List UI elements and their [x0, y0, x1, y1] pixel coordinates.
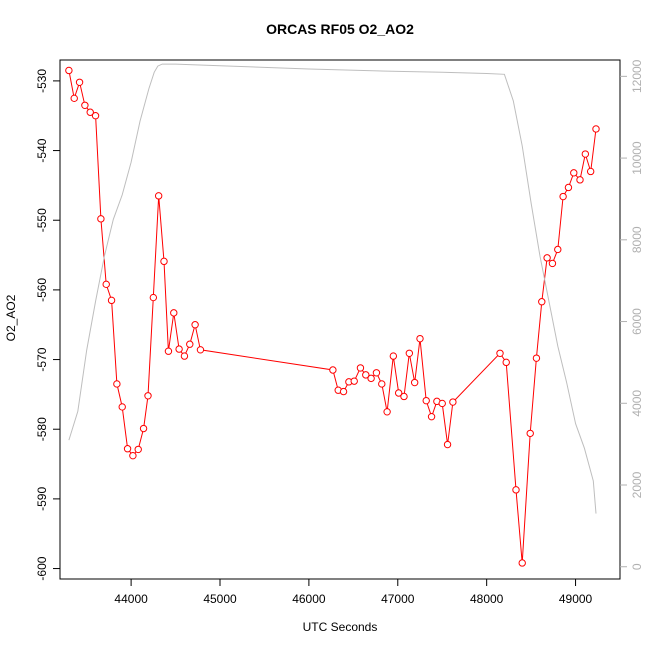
x-axis-label: UTC Seconds [303, 620, 378, 634]
o2-data-point [350, 377, 358, 385]
o2-data-point [422, 396, 430, 405]
o2-data-point [410, 378, 419, 387]
o2-data-point [97, 215, 105, 223]
x-tick-label: 49000 [559, 592, 593, 606]
o2-data-point [564, 183, 573, 192]
y2-tick-label: 4000 [630, 390, 644, 417]
o2-data-point [592, 125, 600, 133]
y-tick-label: -530 [35, 69, 49, 93]
o2-data-point [532, 354, 541, 362]
o2-data-point [113, 380, 121, 388]
o2-data-point [91, 112, 100, 120]
o2-data-point [129, 451, 137, 460]
y2-tick-label: 6000 [630, 308, 644, 335]
series-layer [65, 63, 600, 567]
o2-data-point [512, 486, 520, 494]
y-tick-label: -550 [35, 208, 49, 232]
o2-data-point [329, 366, 337, 374]
o2-data-point [427, 412, 436, 421]
o2-data-point [438, 399, 446, 408]
o2-data-point [75, 78, 84, 86]
o2-data-point [362, 371, 370, 379]
o2-data-point [543, 254, 551, 262]
y2-tick-label: 12000 [630, 59, 644, 93]
y-tick-label: -570 [35, 347, 49, 371]
y-tick-label: -600 [35, 556, 49, 580]
o2-data-point [154, 192, 163, 200]
y-tick-label: -590 [35, 487, 49, 511]
y-tick-label: -540 [35, 138, 49, 162]
o2-data-point [581, 150, 590, 158]
altitude-series-line [68, 63, 597, 514]
o2-data-point [170, 309, 178, 317]
y2-tick-label: 8000 [630, 226, 644, 253]
o2-data-point [118, 403, 126, 411]
o2-data-point [86, 108, 94, 116]
o2-data-point [134, 445, 142, 454]
y2-tick-label: 0 [630, 563, 644, 570]
o2-data-point [191, 321, 199, 329]
o2-data-point [502, 358, 510, 367]
y-tick-label: -560 [35, 278, 49, 302]
o2-data-point [383, 408, 391, 416]
x-tick-label: 44000 [114, 592, 148, 606]
y-axis-label: O2_AO2 [4, 294, 18, 341]
o2-data-point [554, 245, 562, 254]
o2-data-point [559, 192, 567, 201]
o2-data-point [102, 280, 110, 289]
o2-data-point [518, 559, 526, 567]
o2-data-point [81, 101, 89, 109]
o2-data-point [180, 352, 189, 360]
o2-data-point [356, 364, 365, 372]
o2-data-point [149, 293, 158, 302]
o2-data-point [70, 94, 78, 103]
o2-data-point [164, 347, 173, 355]
o2-data-point [496, 349, 504, 357]
plot-frame [59, 59, 621, 580]
o2-data-point [372, 369, 381, 377]
o2-data-point [186, 340, 194, 348]
o2-data-point [538, 298, 546, 306]
o2-data-point [416, 334, 424, 343]
o2-data-point [139, 424, 148, 433]
o2-data-point [576, 176, 584, 184]
o2-data-point [144, 392, 152, 400]
o2-data-point [123, 445, 132, 453]
o2-data-point [443, 440, 452, 449]
x-axis: 44000 45000 46000 47000 48000 49000 [114, 579, 593, 606]
o2-data-point [367, 374, 375, 383]
chart-title: ORCAS RF05 O2_AO2 [266, 21, 414, 37]
y-tick-label: -580 [35, 417, 49, 441]
o2-data-point [526, 429, 534, 438]
o2-data-point [548, 259, 557, 268]
y-axis-left: -600 -590 -580 -570 -560 -550 -540 -530 [35, 69, 60, 581]
x-tick-label: 48000 [470, 592, 504, 606]
o2-data-point [339, 387, 348, 396]
y-axis-right: 0 2000 4000 6000 8000 10000 12000 [620, 59, 644, 570]
o2-data-point [107, 296, 116, 305]
x-tick-label: 45000 [203, 592, 237, 606]
x-tick-label: 46000 [292, 592, 326, 606]
o2-data-point [160, 257, 168, 266]
o2-data-point [394, 389, 403, 397]
o2-data-point [378, 380, 386, 388]
o2-data-point [196, 346, 205, 354]
o2-data-point [449, 398, 457, 406]
y2-tick-label: 2000 [630, 471, 644, 498]
o2-data-point [405, 349, 414, 357]
y2-tick-label: 10000 [630, 141, 644, 175]
x-tick-label: 47000 [381, 592, 415, 606]
o2-data-point [400, 392, 408, 401]
o2-data-point [389, 352, 398, 360]
o2-data-point [570, 169, 578, 177]
o2-data-point [175, 345, 183, 353]
o2-data-point [65, 66, 73, 75]
o2-data-point [586, 167, 595, 176]
